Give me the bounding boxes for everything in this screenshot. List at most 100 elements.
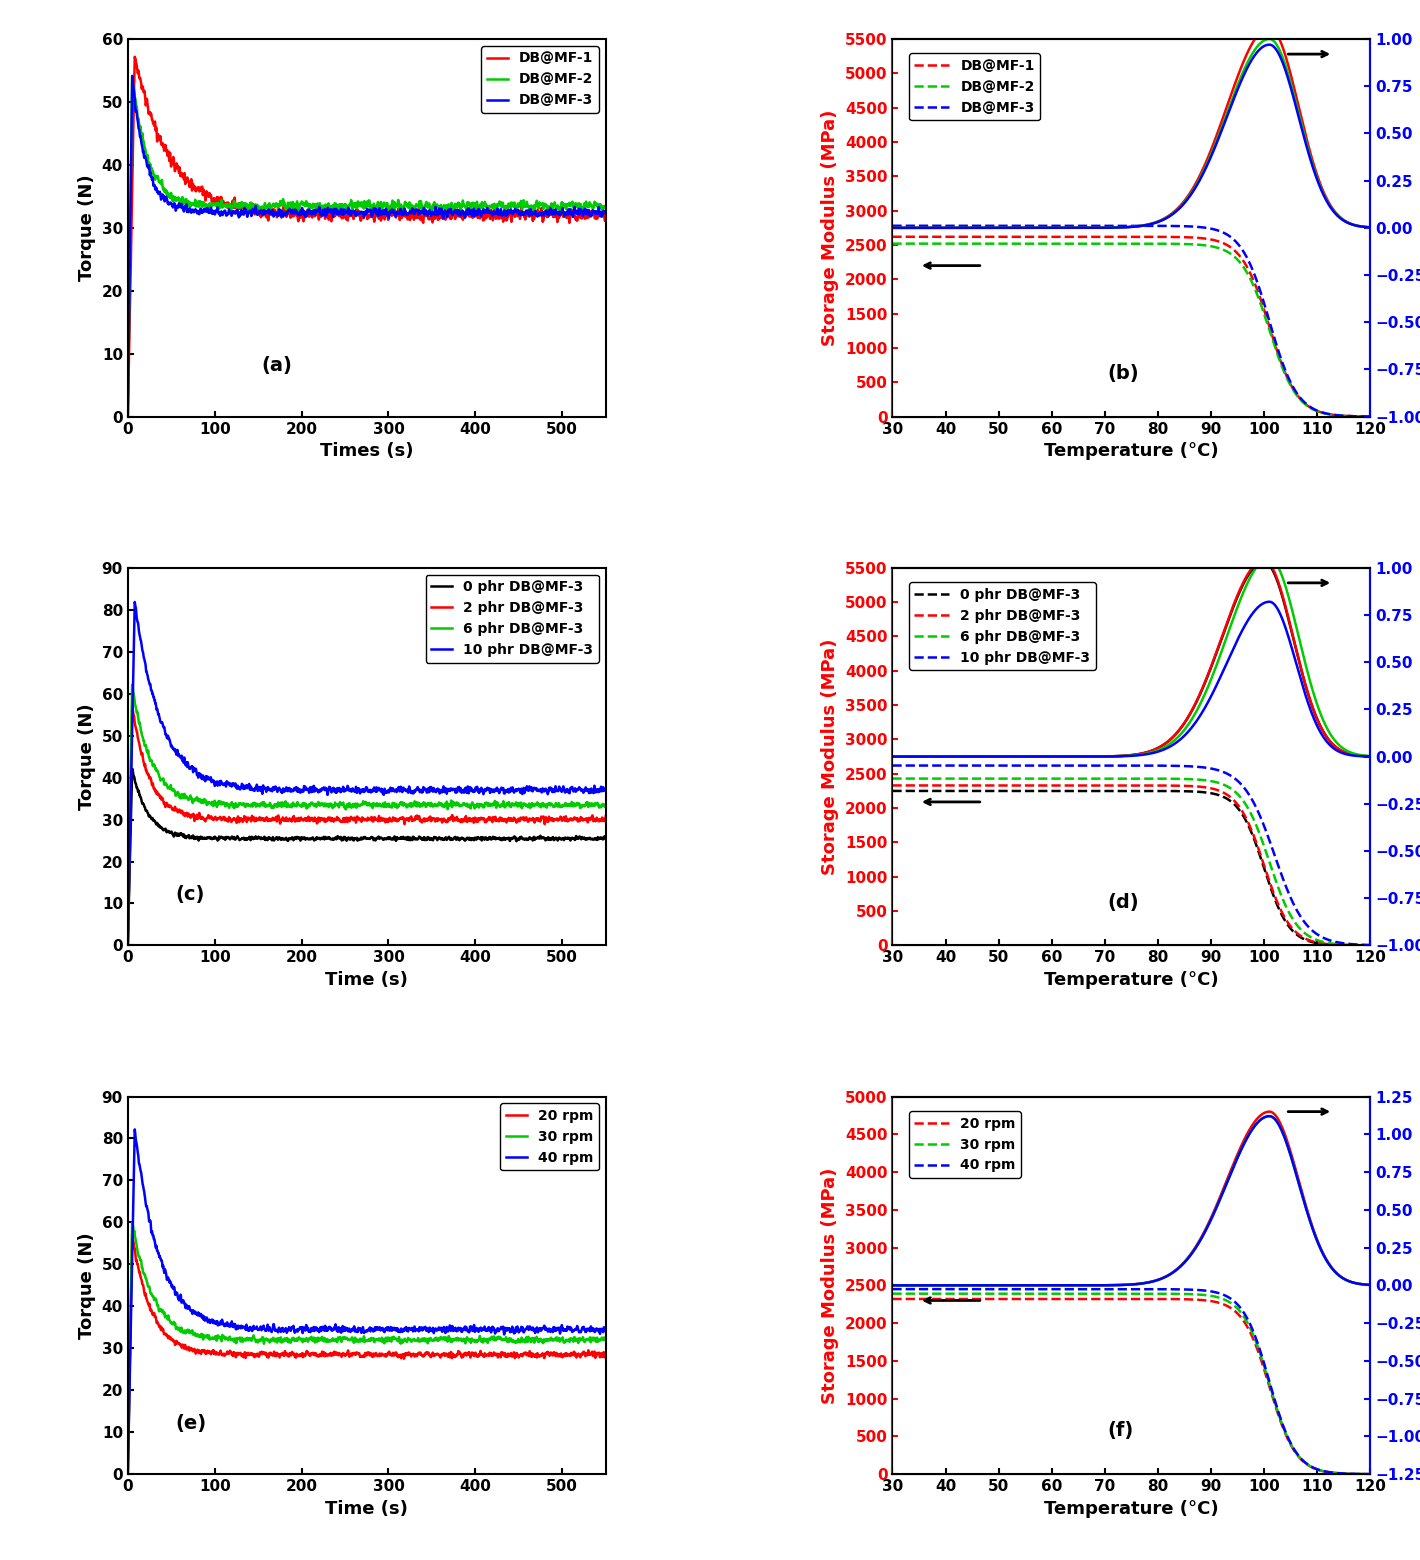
Legend: 0 phr DB@MF-3, 2 phr DB@MF-3, 6 phr DB@MF-3, 10 phr DB@MF-3: 0 phr DB@MF-3, 2 phr DB@MF-3, 6 phr DB@M… bbox=[909, 582, 1096, 671]
Legend: DB@MF-1, DB@MF-2, DB@MF-3: DB@MF-1, DB@MF-2, DB@MF-3 bbox=[481, 45, 599, 112]
2 phr DB@MF-3 bbox=[310, 813, 327, 831]
Legend: DB@MF-1, DB@MF-2, DB@MF-3: DB@MF-1, DB@MF-2, DB@MF-3 bbox=[909, 53, 1041, 120]
10 phr DB@MF-3 bbox=[214, 774, 231, 792]
DB@MF-3 bbox=[124, 67, 141, 86]
X-axis label: Times (s): Times (s) bbox=[320, 441, 413, 460]
30 rpm bbox=[310, 1329, 327, 1348]
Line: DB@MF-2: DB@MF-2 bbox=[128, 76, 606, 420]
Line: 40 rpm: 40 rpm bbox=[128, 1129, 606, 1476]
Text: (a): (a) bbox=[261, 356, 293, 376]
10 phr DB@MF-3 bbox=[126, 593, 143, 612]
DB@MF-1 bbox=[142, 105, 159, 123]
Line: DB@MF-3: DB@MF-3 bbox=[128, 76, 606, 415]
6 phr DB@MF-3 bbox=[119, 938, 136, 956]
DB@MF-1 bbox=[119, 407, 136, 426]
6 phr DB@MF-3 bbox=[538, 797, 555, 816]
Text: (c): (c) bbox=[176, 885, 204, 905]
DB@MF-3 bbox=[119, 406, 136, 424]
0 phr DB@MF-3 bbox=[548, 828, 565, 847]
2 phr DB@MF-3 bbox=[214, 808, 231, 827]
20 rpm bbox=[598, 1348, 615, 1367]
20 rpm bbox=[548, 1343, 565, 1362]
40 rpm bbox=[598, 1320, 615, 1338]
DB@MF-1 bbox=[598, 212, 615, 231]
Text: (f): (f) bbox=[1108, 1421, 1133, 1440]
Line: 10 phr DB@MF-3: 10 phr DB@MF-3 bbox=[128, 602, 606, 944]
40 rpm bbox=[548, 1320, 565, 1338]
Line: 0 phr DB@MF-3: 0 phr DB@MF-3 bbox=[128, 769, 606, 945]
40 rpm bbox=[126, 1120, 143, 1139]
DB@MF-2 bbox=[310, 195, 327, 214]
30 rpm bbox=[124, 1214, 141, 1232]
DB@MF-3 bbox=[214, 206, 231, 225]
30 rpm bbox=[538, 1331, 555, 1349]
DB@MF-3 bbox=[310, 201, 327, 220]
40 rpm bbox=[119, 1466, 136, 1485]
DB@MF-2 bbox=[214, 198, 231, 217]
20 rpm bbox=[214, 1345, 231, 1363]
DB@MF-2 bbox=[142, 161, 159, 179]
30 rpm bbox=[142, 1284, 159, 1303]
40 rpm bbox=[214, 1314, 231, 1332]
10 phr DB@MF-3 bbox=[538, 782, 555, 800]
DB@MF-1 bbox=[126, 47, 143, 66]
40 rpm bbox=[310, 1320, 327, 1338]
6 phr DB@MF-3 bbox=[598, 796, 615, 814]
10 phr DB@MF-3 bbox=[598, 780, 615, 799]
0 phr DB@MF-3 bbox=[264, 831, 281, 850]
Line: 30 rpm: 30 rpm bbox=[128, 1223, 606, 1474]
6 phr DB@MF-3 bbox=[548, 796, 565, 814]
0 phr DB@MF-3 bbox=[598, 828, 615, 847]
DB@MF-1 bbox=[548, 207, 565, 226]
Line: DB@MF-1: DB@MF-1 bbox=[128, 56, 606, 417]
Line: 20 rpm: 20 rpm bbox=[128, 1234, 606, 1474]
Y-axis label: Storage Modulus (MPa): Storage Modulus (MPa) bbox=[821, 109, 839, 346]
Text: (e): (e) bbox=[176, 1413, 207, 1434]
20 rpm bbox=[538, 1345, 555, 1363]
6 phr DB@MF-3 bbox=[214, 792, 231, 811]
Text: (d): (d) bbox=[1108, 892, 1139, 911]
0 phr DB@MF-3 bbox=[214, 828, 231, 847]
2 phr DB@MF-3 bbox=[538, 810, 555, 828]
2 phr DB@MF-3 bbox=[548, 810, 565, 828]
30 rpm bbox=[548, 1328, 565, 1346]
20 rpm bbox=[124, 1225, 141, 1243]
Line: 6 phr DB@MF-3: 6 phr DB@MF-3 bbox=[128, 685, 606, 947]
Text: (b): (b) bbox=[1108, 363, 1139, 382]
X-axis label: Temperature (°C): Temperature (°C) bbox=[1044, 1499, 1218, 1518]
30 rpm bbox=[598, 1328, 615, 1346]
DB@MF-1 bbox=[214, 192, 231, 211]
10 phr DB@MF-3 bbox=[548, 780, 565, 799]
Y-axis label: Torque (N): Torque (N) bbox=[78, 704, 97, 810]
DB@MF-3 bbox=[538, 201, 555, 220]
0 phr DB@MF-3 bbox=[124, 760, 141, 778]
DB@MF-2 bbox=[598, 197, 615, 215]
2 phr DB@MF-3 bbox=[119, 936, 136, 955]
0 phr DB@MF-3 bbox=[538, 828, 555, 847]
20 rpm bbox=[142, 1301, 159, 1320]
DB@MF-1 bbox=[538, 207, 555, 226]
X-axis label: Temperature (°C): Temperature (°C) bbox=[1044, 441, 1218, 460]
40 rpm bbox=[142, 1214, 159, 1232]
Y-axis label: Storage Modulus (MPa): Storage Modulus (MPa) bbox=[821, 638, 839, 875]
DB@MF-1 bbox=[264, 201, 281, 220]
Legend: 20 rpm, 30 rpm, 40 rpm: 20 rpm, 30 rpm, 40 rpm bbox=[909, 1111, 1021, 1178]
DB@MF-3 bbox=[142, 165, 159, 184]
10 phr DB@MF-3 bbox=[264, 782, 281, 800]
20 rpm bbox=[119, 1465, 136, 1484]
0 phr DB@MF-3 bbox=[310, 830, 327, 849]
Y-axis label: Storage Modulus (MPa): Storage Modulus (MPa) bbox=[821, 1167, 839, 1404]
20 rpm bbox=[264, 1345, 281, 1363]
2 phr DB@MF-3 bbox=[142, 769, 159, 788]
6 phr DB@MF-3 bbox=[142, 750, 159, 769]
DB@MF-2 bbox=[124, 67, 141, 86]
DB@MF-2 bbox=[538, 195, 555, 214]
10 phr DB@MF-3 bbox=[119, 934, 136, 953]
DB@MF-3 bbox=[548, 204, 565, 223]
10 phr DB@MF-3 bbox=[310, 782, 327, 800]
2 phr DB@MF-3 bbox=[124, 697, 141, 716]
Y-axis label: Torque (N): Torque (N) bbox=[78, 1232, 97, 1338]
30 rpm bbox=[214, 1326, 231, 1345]
DB@MF-3 bbox=[264, 201, 281, 220]
X-axis label: Time (s): Time (s) bbox=[325, 1499, 408, 1518]
